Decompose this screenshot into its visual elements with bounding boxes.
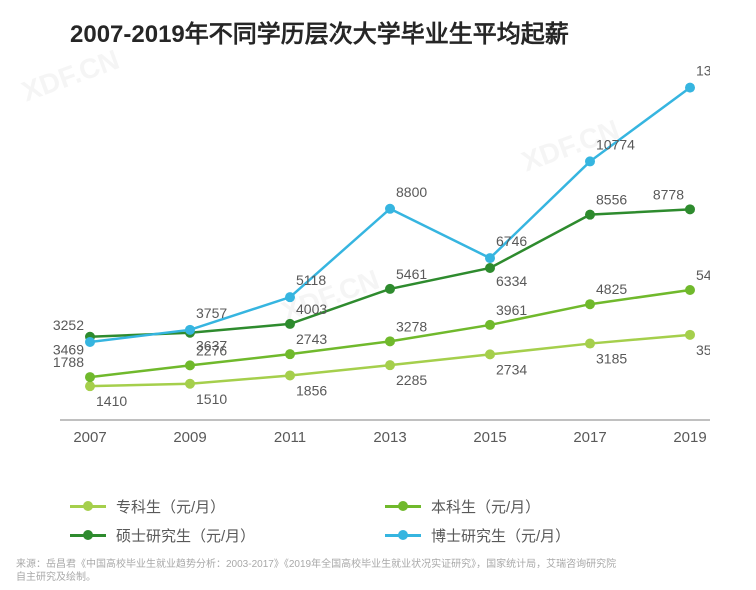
series-marker-boshi [385, 204, 395, 214]
x-tick-label: 2007 [73, 429, 106, 446]
series-marker-boshi [685, 83, 695, 93]
series-marker-shuoshi [385, 284, 395, 294]
series-marker-boshi [585, 156, 595, 166]
data-label-zhuanke: 2285 [396, 372, 427, 388]
data-label-boshi: 8800 [396, 184, 427, 200]
legend-marker-icon [398, 501, 408, 511]
series-marker-benke [85, 372, 95, 382]
legend-swatch [385, 505, 421, 508]
data-label-shuoshi: 3469 [53, 342, 84, 358]
series-line-shuoshi [90, 209, 690, 336]
chart-legend: 专科生（元/月） 本科生（元/月） 硕士研究生（元/月） 博士研究生（元/月） [70, 496, 700, 546]
series-marker-zhuanke [685, 330, 695, 340]
data-label-benke: 4825 [596, 281, 627, 297]
data-label-boshi: 3252 [53, 317, 84, 333]
x-tick-label: 2015 [473, 429, 506, 446]
chart-title: 2007-2019年不同学历层次大学毕业生平均起薪 [70, 14, 569, 49]
series-marker-zhuanke [85, 381, 95, 391]
chart-svg: 2007 2009 2011 2013 2015 2017 2019 1410 1510 1856… [50, 60, 710, 460]
series-marker-benke [185, 360, 195, 370]
series-marker-shuoshi [685, 204, 695, 214]
data-label-shuoshi: 8778 [653, 186, 684, 202]
data-label-shuoshi: 8556 [596, 192, 627, 208]
series-marker-shuoshi [485, 263, 495, 273]
series-marker-boshi [485, 253, 495, 263]
x-tick-label: 2009 [173, 429, 206, 446]
data-label-boshi: 13849 [696, 63, 710, 79]
data-label-shuoshi: 4003 [296, 301, 327, 317]
series-marker-zhuanke [585, 339, 595, 349]
legend-marker-icon [83, 530, 93, 540]
series-marker-benke [685, 285, 695, 295]
data-label-zhuanke: 1410 [96, 393, 127, 409]
series-marker-shuoshi [285, 319, 295, 329]
legend-swatch [70, 505, 106, 508]
data-label-boshi: 5118 [296, 272, 326, 288]
legend-item: 硕士研究生（元/月） [70, 525, 385, 546]
data-label-shuoshi: 5461 [396, 266, 427, 282]
series-marker-zhuanke [185, 379, 195, 389]
legend-marker-icon [398, 530, 408, 540]
data-label-boshi: 3757 [196, 305, 227, 321]
series-marker-benke [485, 320, 495, 330]
legend-item: 本科生（元/月） [385, 496, 700, 517]
data-label-zhuanke: 3548 [696, 342, 710, 358]
data-label-zhuanke: 3185 [596, 351, 627, 367]
x-tick-label: 2019 [673, 429, 706, 446]
data-label-benke: 5417 [696, 267, 710, 283]
series-marker-shuoshi [585, 210, 595, 220]
x-tick-label: 2011 [274, 429, 306, 446]
legend-label: 博士研究生（元/月） [431, 525, 570, 546]
data-label-benke: 2743 [296, 331, 327, 347]
x-tick-label: 2017 [573, 429, 606, 446]
legend-marker-icon [83, 501, 93, 511]
legend-label: 硕士研究生（元/月） [116, 525, 255, 546]
chart-plot-area: 2007 2009 2011 2013 2015 2017 2019 1410 1510 1856… [50, 60, 710, 460]
data-label-zhuanke: 1510 [196, 391, 227, 407]
legend-label: 专科生（元/月） [116, 496, 225, 517]
source-line-2: 自主研究及绘制。 [16, 572, 96, 583]
series-marker-benke [285, 349, 295, 359]
series-marker-zhuanke [385, 360, 395, 370]
series-marker-zhuanke [285, 370, 295, 380]
series-marker-boshi [285, 292, 295, 302]
data-label-zhuanke: 1856 [296, 382, 327, 398]
series-marker-benke [385, 336, 395, 346]
legend-item: 博士研究生（元/月） [385, 525, 700, 546]
data-label-benke: 3278 [396, 318, 427, 334]
chart-source: 来源：岳昌君《中国高校毕业生就业趋势分析：2003-2017》《2019年全国高… [16, 558, 736, 584]
data-label-boshi: 10774 [596, 136, 635, 152]
legend-swatch [70, 534, 106, 537]
legend-label: 本科生（元/月） [431, 496, 540, 517]
source-line-1: 来源：岳昌君《中国高校毕业生就业趋势分析：2003-2017》《2019年全国高… [16, 559, 616, 570]
series-marker-zhuanke [485, 349, 495, 359]
series-marker-boshi [85, 337, 95, 347]
series-marker-boshi [185, 325, 195, 335]
x-tick-label: 2013 [373, 429, 406, 446]
data-label-zhuanke: 2734 [496, 361, 527, 377]
legend-item: 专科生（元/月） [70, 496, 385, 517]
data-label-shuoshi: 6334 [496, 273, 527, 289]
data-label-shuoshi: 3637 [196, 338, 227, 354]
data-label-benke: 3961 [496, 302, 527, 318]
data-label-boshi: 6746 [496, 233, 527, 249]
legend-swatch [385, 534, 421, 537]
series-marker-benke [585, 299, 595, 309]
